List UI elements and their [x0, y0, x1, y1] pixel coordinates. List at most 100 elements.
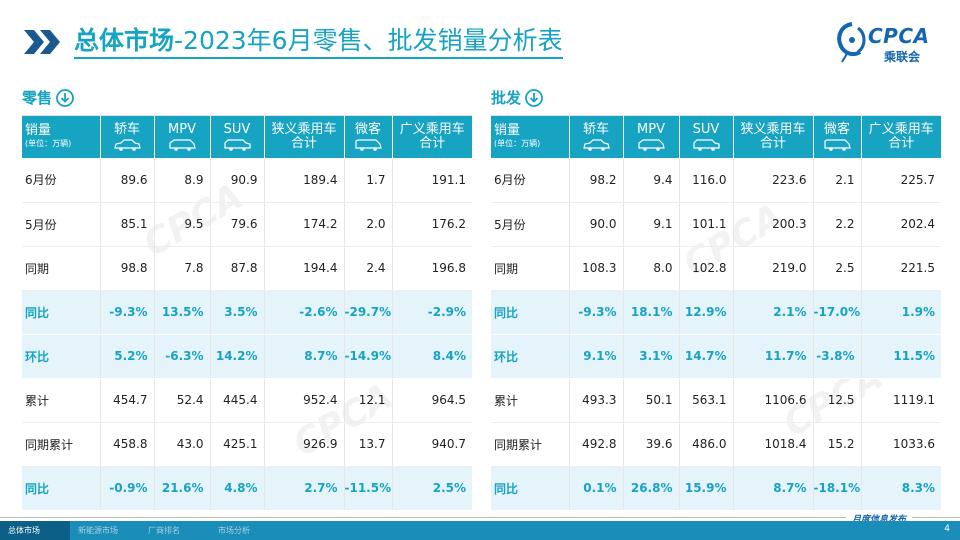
table-cell: -11.5%	[344, 466, 393, 511]
wholesale-title: 批发	[491, 89, 522, 107]
table-cell: 3.5%	[210, 290, 265, 335]
wholesale-panel: 批发 销量 (单位：万辆) 轿车 MPV SUV 狭义乘用车 合计 微客 广义乘用车…	[491, 80, 941, 511]
col-header-mpv: MPV	[154, 116, 211, 158]
table-row: 同比 -9.3% 18.1% 12.9% 2.1% -17.0% 1.9%	[491, 290, 941, 335]
table-row: 同期累计 492.8 39.6 486.0 1018.4 15.2 1033.6	[491, 422, 941, 467]
table-cell: 225.7	[861, 158, 941, 203]
table-cell: 12.1	[344, 378, 393, 423]
retail-panel: 零售 销量 (单位：万辆) 轿车 MPV SUV 狭义乘用车 合计 微客 广义乘用车…	[22, 80, 472, 511]
table-cell: 926.9	[264, 422, 345, 467]
table-cell: 39.6	[623, 422, 680, 467]
suv-icon	[693, 139, 720, 151]
table-cell: 191.1	[392, 158, 472, 203]
table-row: 环比 5.2% -6.3% 14.2% 8.7% -14.9% 8.4%	[22, 334, 472, 379]
table-cell: 2.0	[344, 202, 393, 247]
table-cell: 98.8	[100, 246, 155, 291]
table-cell: -29.7%	[344, 290, 393, 335]
table-row: 同比 0.1% 26.8% 15.9% 8.7% -18.1% 8.3%	[491, 466, 941, 511]
row-label: 6月份	[491, 158, 570, 203]
table-cell: 8.7%	[733, 466, 814, 511]
table-cell: 52.4	[154, 378, 211, 423]
col-header-broad-total: 广义乘用车 合计	[392, 116, 472, 158]
table-cell: 221.5	[861, 246, 941, 291]
table-cell: 108.3	[569, 246, 624, 291]
page-title: 总体市场-2023年6月零售、批发销量分析表	[74, 25, 563, 59]
table-row: 环比 9.1% 3.1% 14.7% 11.7% -3.8% 11.5%	[491, 334, 941, 379]
table-row: 同期 98.8 7.8 87.8 194.4 2.4 196.8	[22, 246, 472, 291]
page-title-rest: -2023年6月零售、批发销量分析表	[174, 26, 563, 55]
table-cell: 8.7%	[264, 334, 345, 379]
row-label: 环比	[491, 334, 570, 379]
retail-table: 销量 (单位：万辆) 轿车 MPV SUV 狭义乘用车 合计 微客 广义乘用车 合计 …	[22, 116, 472, 511]
table-cell: 1.9%	[861, 290, 941, 335]
table-cell: 50.1	[623, 378, 680, 423]
table-cell: -9.3%	[100, 290, 155, 335]
suv-icon	[224, 139, 251, 151]
table-cell: 18.1%	[623, 290, 680, 335]
footer-tab[interactable]: 总体市场	[0, 521, 70, 540]
table-cell: 2.2	[813, 202, 862, 247]
footer-tab[interactable]: 厂商排名	[148, 526, 180, 535]
table-cell: -9.3%	[569, 290, 624, 335]
col-header-volume: 销量 (单位：万辆)	[491, 116, 570, 158]
row-label: 5月份	[22, 202, 101, 247]
table-cell: -6.3%	[154, 334, 211, 379]
table-cell: 194.4	[264, 246, 345, 291]
table-cell: 7.8	[154, 246, 211, 291]
row-label: 环比	[22, 334, 101, 379]
table-cell: 116.0	[679, 158, 734, 203]
col-header-micro: 微客	[813, 116, 862, 158]
table-cell: 2.5%	[392, 466, 472, 511]
footer-tab[interactable]: 新能源市场	[78, 526, 118, 535]
row-label: 同比	[491, 466, 570, 511]
table-row: 累计 454.7 52.4 445.4 952.4 12.1 964.5	[22, 378, 472, 423]
row-label: 累计	[491, 378, 570, 423]
row-label: 同期累计	[491, 422, 570, 467]
retail-panel-header: 零售	[22, 80, 472, 116]
row-label: 同比	[22, 466, 101, 511]
table-cell: 14.7%	[679, 334, 734, 379]
table-cell: 1033.6	[861, 422, 941, 467]
table-cell: 964.5	[392, 378, 472, 423]
page-header: 总体市场-2023年6月零售、批发销量分析表	[22, 22, 563, 62]
table-cell: 445.4	[210, 378, 265, 423]
table-cell: 101.1	[679, 202, 734, 247]
table-cell: -2.9%	[392, 290, 472, 335]
footer-nav: 总体市场 新能源市场 厂商排名 市场分析	[0, 521, 960, 540]
table-cell: 202.4	[861, 202, 941, 247]
row-label: 同比	[491, 290, 570, 335]
col-header-sedan: 轿车	[569, 116, 624, 158]
table-cell: 8.4%	[392, 334, 472, 379]
row-label: 同期	[491, 246, 570, 291]
chevron-double-icon	[22, 27, 66, 57]
table-row: 同比 -9.3% 13.5% 3.5% -2.6% -29.7% -2.9%	[22, 290, 472, 335]
table-cell: 90.9	[210, 158, 265, 203]
row-label: 同期累计	[22, 422, 101, 467]
table-cell: 9.1%	[569, 334, 624, 379]
table-cell: -2.6%	[264, 290, 345, 335]
table-cell: -3.8%	[813, 334, 862, 379]
table-cell: 176.2	[392, 202, 472, 247]
table-cell: 9.1	[623, 202, 680, 247]
table-cell: 15.9%	[679, 466, 734, 511]
table-header-row: 销量 (单位：万辆) 轿车 MPV SUV 狭义乘用车 合计 微客 广义乘用车 合计	[491, 116, 941, 158]
footer-tab[interactable]: 市场分析	[218, 526, 250, 535]
table-cell: 15.2	[813, 422, 862, 467]
table-cell: 8.0	[623, 246, 680, 291]
table-cell: -0.9%	[100, 466, 155, 511]
table-header-row: 销量 (单位：万辆) 轿车 MPV SUV 狭义乘用车 合计 微客 广义乘用车 合计	[22, 116, 472, 158]
table-cell: 98.2	[569, 158, 624, 203]
table-cell: 940.7	[392, 422, 472, 467]
row-label: 6月份	[22, 158, 101, 203]
table-cell: 4.8%	[210, 466, 265, 511]
table-cell: 174.2	[264, 202, 345, 247]
table-cell: 90.0	[569, 202, 624, 247]
table-row: 5月份 85.1 9.5 79.6 174.2 2.0 176.2	[22, 202, 472, 247]
micro-van-icon	[824, 139, 851, 151]
table-row: 同比 -0.9% 21.6% 4.8% 2.7% -11.5% 2.5%	[22, 466, 472, 511]
table-cell: 12.5	[813, 378, 862, 423]
table-cell: 454.7	[100, 378, 155, 423]
wholesale-panel-header: 批发	[491, 80, 941, 116]
table-cell: 13.5%	[154, 290, 211, 335]
logo-subtext: 乘联会	[884, 50, 921, 64]
